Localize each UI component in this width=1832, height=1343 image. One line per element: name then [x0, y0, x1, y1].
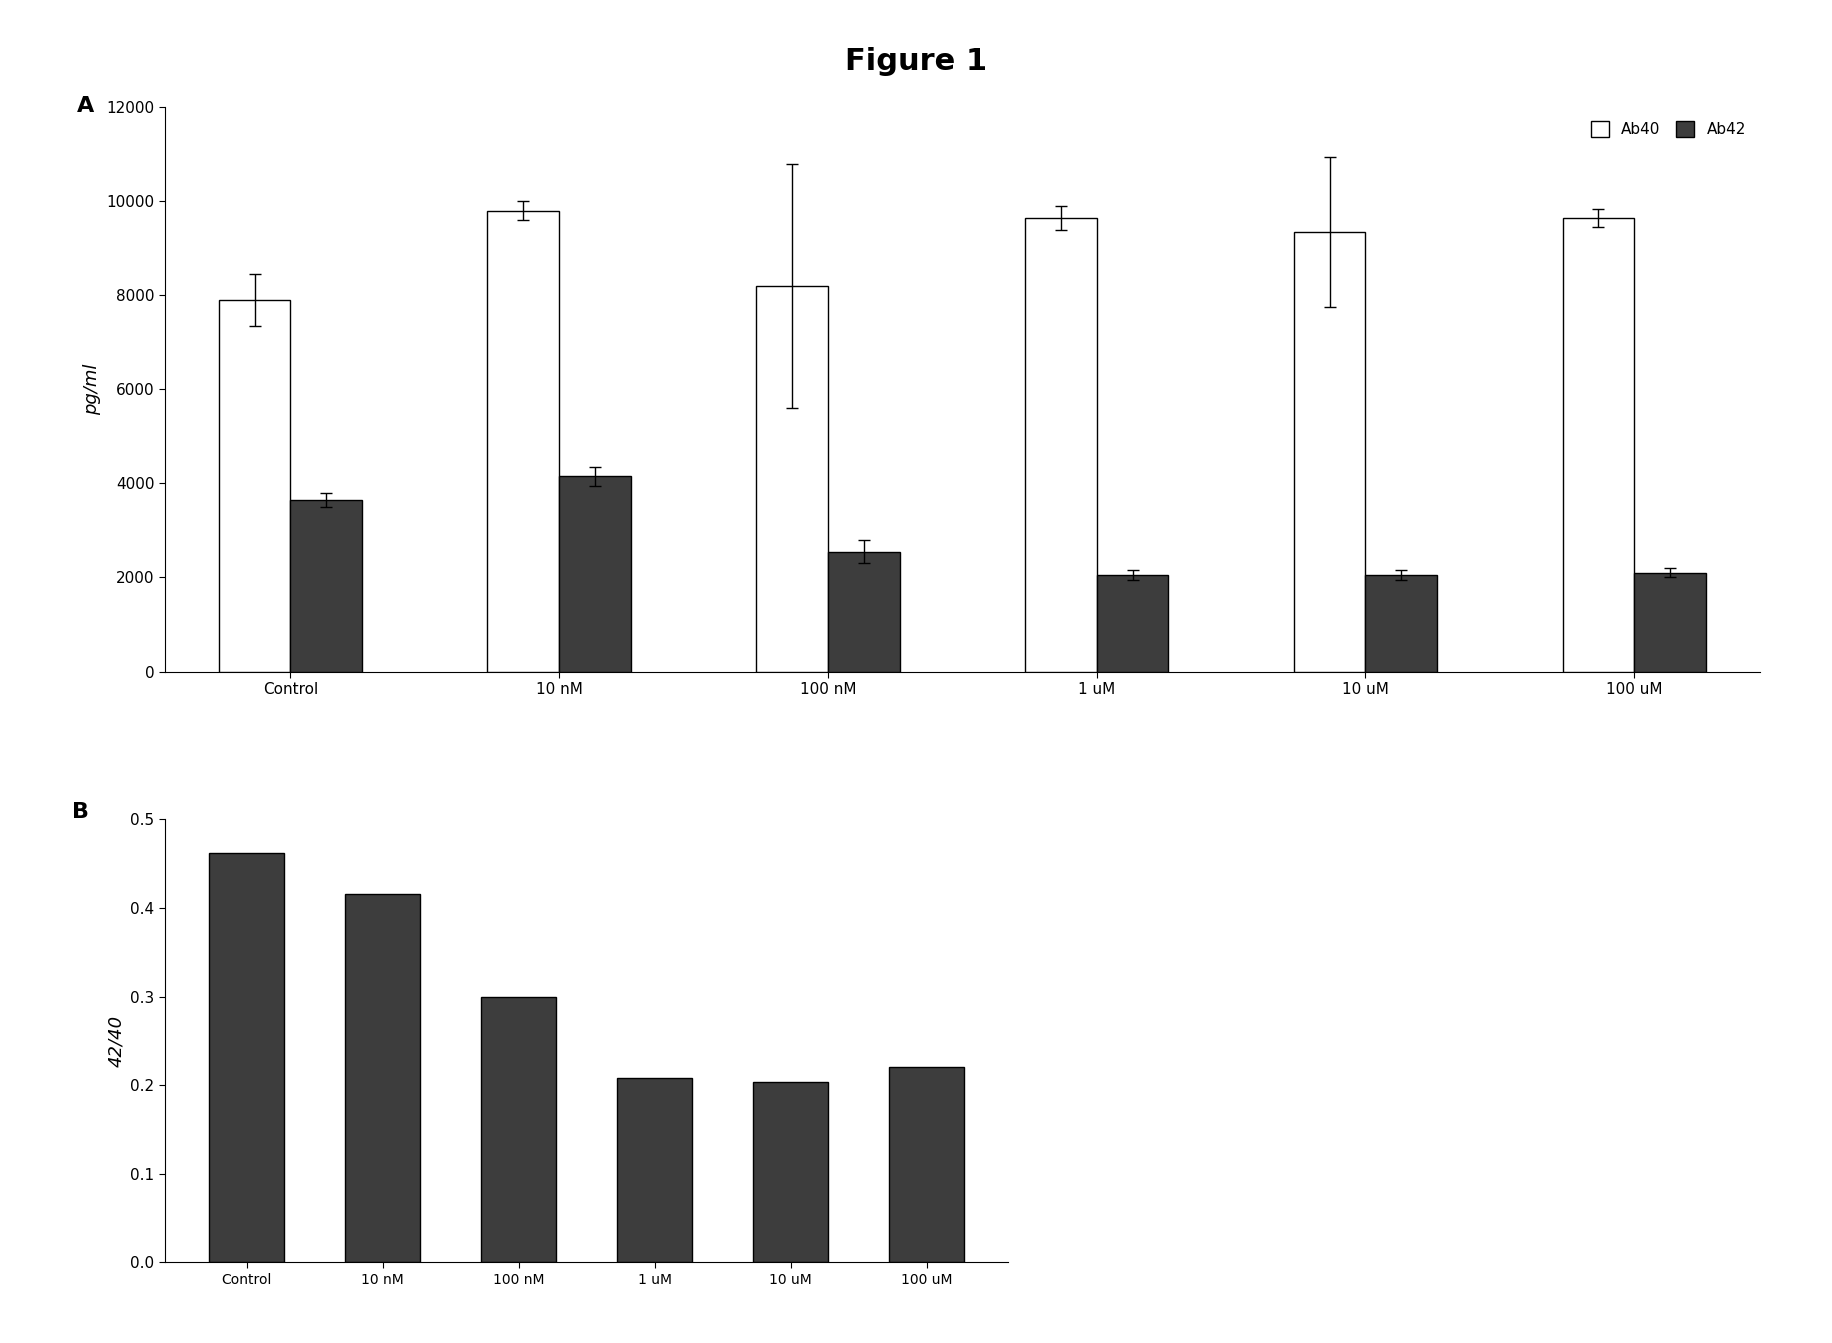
Bar: [757, 286, 828, 672]
Text: A: A: [77, 97, 95, 115]
Bar: [617, 1078, 692, 1262]
Bar: [1293, 232, 1365, 672]
Legend: Ab40, Ab42: Ab40, Ab42: [1585, 115, 1751, 144]
Y-axis label: pg/ml: pg/ml: [82, 364, 101, 415]
Bar: [828, 552, 900, 672]
Bar: [1634, 572, 1706, 672]
Bar: [889, 1068, 964, 1262]
Bar: [482, 998, 555, 1262]
Bar: [1365, 575, 1436, 672]
Bar: [209, 853, 284, 1262]
Bar: [344, 893, 420, 1262]
Bar: [1561, 218, 1634, 672]
Bar: [1096, 575, 1167, 672]
Bar: [289, 500, 363, 672]
Bar: [1024, 218, 1096, 672]
Bar: [559, 477, 630, 672]
Text: Figure 1: Figure 1: [845, 47, 987, 77]
Bar: [218, 299, 289, 672]
Bar: [487, 211, 559, 672]
Y-axis label: 42/40: 42/40: [106, 1015, 125, 1066]
Text: B: B: [71, 802, 90, 822]
Bar: [753, 1082, 828, 1262]
